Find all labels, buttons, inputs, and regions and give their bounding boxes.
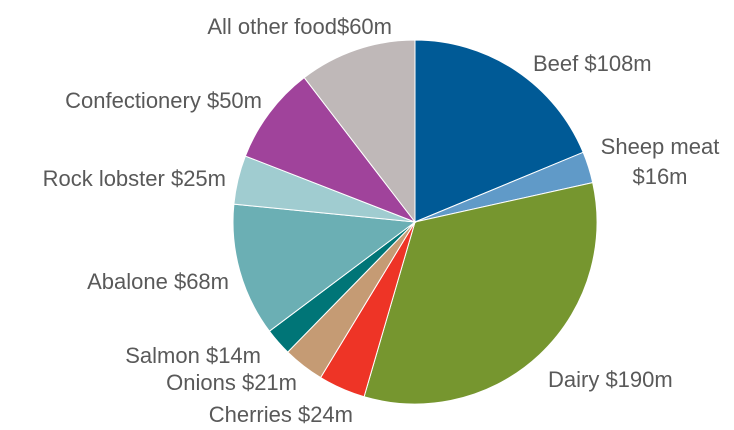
pie-labels: Beef $108m Sheep meat $16m Dairy $190m Cherr… xyxy=(43,14,720,427)
slice-dairy xyxy=(363,182,598,405)
slice-label-confectionery: Confectionery $50m xyxy=(65,88,262,113)
slice-label-sheep-meat: Sheep meat $16m xyxy=(601,134,720,189)
slice-all-other-food xyxy=(303,39,416,224)
slice-label-cherries: Cherries $24m xyxy=(209,402,353,427)
slice-label-beef: Beef $108m xyxy=(533,51,652,76)
slice-label-salmon: Salmon $14m xyxy=(125,343,261,368)
pie-slices xyxy=(232,39,598,405)
slice-label-dairy: Dairy $190m xyxy=(548,367,673,392)
slice-label-abalone: Abalone $68m xyxy=(87,269,229,294)
slice-label-all-other-food: All other food$60m xyxy=(207,14,392,39)
slice-confectionery xyxy=(244,76,417,224)
slice-label-rock-lobster: Rock lobster $25m xyxy=(43,166,226,191)
slice-abalone xyxy=(232,203,417,332)
slice-beef xyxy=(414,39,584,223)
slice-label-onions: Onions $21m xyxy=(166,370,297,395)
